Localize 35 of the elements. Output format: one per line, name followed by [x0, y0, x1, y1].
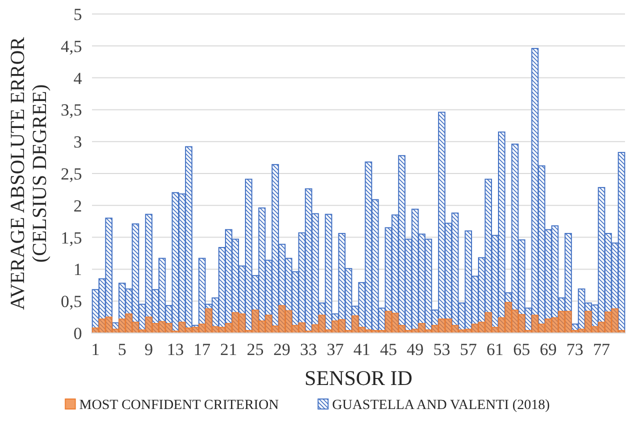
y-tick-label: 4	[74, 68, 82, 88]
x-tick-label: 5	[118, 340, 126, 359]
x-tick-label: 77	[593, 340, 611, 359]
x-tick-label: 37	[326, 340, 344, 359]
y-axis-title: AVERAGE ABSOLUTE ERROR (CELSIUS DEGREE)	[7, 36, 51, 310]
y-tick-label: 0,5	[60, 292, 82, 312]
x-tick-label: 25	[246, 340, 264, 359]
x-axis-title: SENSOR ID	[304, 366, 412, 390]
y-tick-label: 2,5	[60, 164, 82, 184]
x-tick-label: 1	[91, 340, 100, 359]
x-tick-label: 17	[194, 340, 212, 359]
y-tick-label: 2	[74, 196, 82, 216]
x-tick-label: 13	[166, 340, 184, 359]
x-tick-label: 65	[513, 340, 530, 359]
x-tick-label: 61	[486, 340, 504, 359]
y-tick-label: 0	[74, 324, 82, 343]
x-tick-label: 29	[273, 340, 290, 359]
y-tick-label: 1	[74, 260, 82, 280]
x-tick-label: 9	[144, 340, 154, 359]
y-tick-label: 3,5	[60, 100, 82, 120]
x-tick-label: 45	[380, 340, 397, 359]
x-tick-label: 49	[406, 340, 424, 359]
x-tick-label: 41	[353, 340, 370, 359]
legend-label: MOST CONFIDENT CRITERION	[79, 398, 279, 413]
y-tick-label: 4,5	[60, 36, 82, 56]
x-tick-label: 57	[460, 340, 478, 359]
y-tick-label: 3	[74, 132, 82, 152]
y-tick-label: 1,5	[60, 228, 82, 248]
y-tick-label: 5	[74, 4, 82, 24]
legend-label: GUASTELLA AND VALENTI (2018)	[332, 398, 550, 413]
x-tick-label: 53	[433, 340, 450, 359]
x-tick-label: 69	[540, 340, 557, 359]
x-tick-label: 73	[566, 340, 584, 359]
x-tick-label: 21	[220, 340, 238, 359]
x-tick-label: 33	[300, 340, 318, 359]
